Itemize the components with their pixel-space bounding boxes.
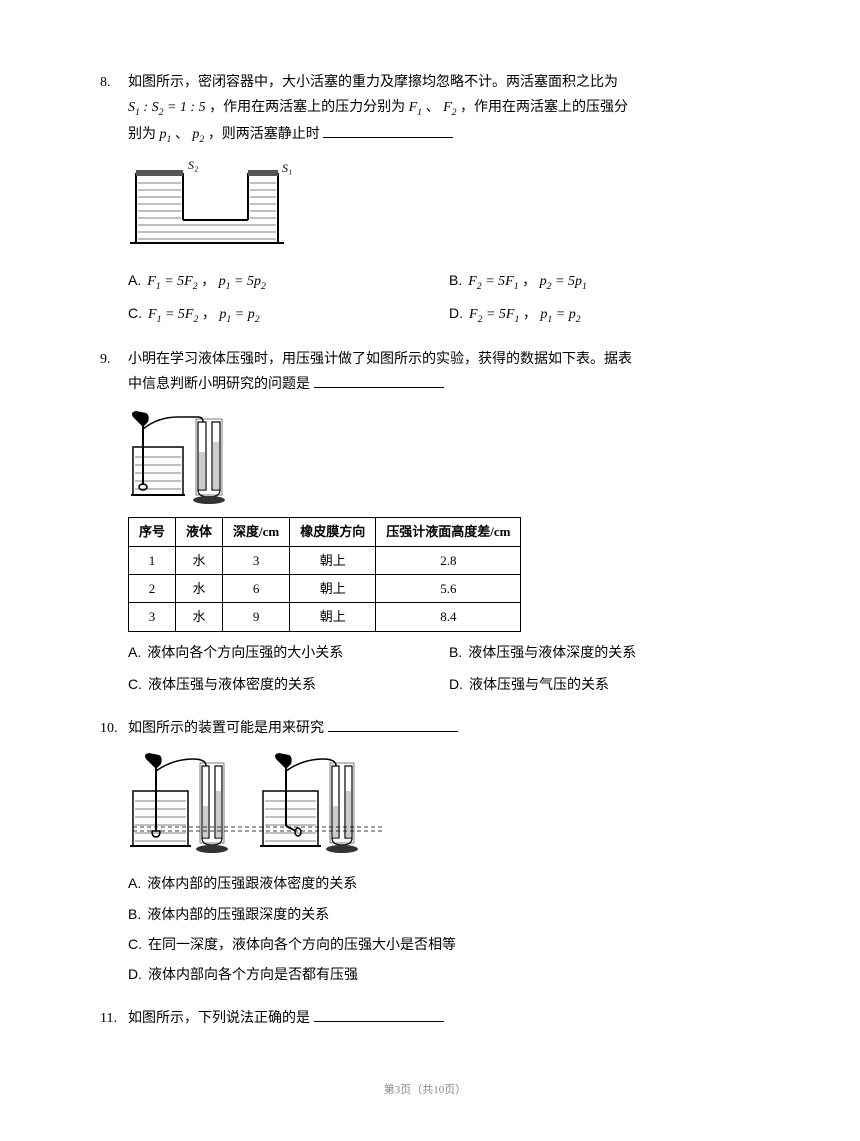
- question-10: 10. 如图所示的装置可能是用来研究: [100, 716, 750, 988]
- table-cell: 朝上: [290, 603, 376, 631]
- figure-q8: S₂ S₁: [128, 158, 750, 258]
- question-9: 9. 小明在学习液体压强时，用压强计做了如图所示的实验，获得的数据如下表。据表 …: [100, 347, 750, 698]
- question-text-line: 中信息判断小明研究的问题是: [128, 372, 750, 397]
- table-cell: 1: [129, 546, 176, 574]
- option-A[interactable]: A.F1 = 5F2 ， p1 = 5p2: [128, 268, 429, 295]
- table-header: 深度/cm: [223, 518, 290, 546]
- figure-q10: [128, 751, 750, 861]
- table-cell: 3: [223, 546, 290, 574]
- data-table-q9: 序号 液体 深度/cm 橡皮膜方向 压强计液面高度差/cm 1水3朝上2.82水…: [128, 517, 521, 632]
- table-cell: 8.4: [376, 603, 521, 631]
- table-row: 1水3朝上2.8: [129, 546, 521, 574]
- option-B[interactable]: B.F2 = 5F1 ， p2 = 5p1: [449, 268, 750, 295]
- question-text-line: 小明在学习液体压强时，用压强计做了如图所示的实验，获得的数据如下表。据表: [128, 347, 750, 372]
- option-A[interactable]: A.液体向各个方向压强的大小关系: [128, 640, 429, 666]
- table-cell: 水: [176, 603, 223, 631]
- question-text-line: 如图所示的装置可能是用来研究: [128, 716, 750, 741]
- table-cell: 朝上: [290, 546, 376, 574]
- table-cell: 2.8: [376, 546, 521, 574]
- table-header-row: 序号 液体 深度/cm 橡皮膜方向 压强计液面高度差/cm: [129, 518, 521, 546]
- question-number: 10.: [100, 716, 128, 741]
- option-D[interactable]: D.液体内部向各个方向是否都有压强: [128, 962, 750, 988]
- option-D[interactable]: D.液体压强与气压的关系: [449, 672, 750, 698]
- table-cell: 5.6: [376, 575, 521, 603]
- question-number: 9.: [100, 347, 128, 372]
- answer-blank[interactable]: [323, 124, 453, 138]
- option-C[interactable]: C.液体压强与液体密度的关系: [128, 672, 429, 698]
- table-header: 序号: [129, 518, 176, 546]
- answer-blank[interactable]: [314, 1008, 444, 1022]
- option-C[interactable]: C.在同一深度，液体向各个方向的压强大小是否相等: [128, 932, 750, 958]
- option-C[interactable]: C.F1 = 5F2 ， p1 = p2: [128, 301, 429, 328]
- table-cell: 3: [129, 603, 176, 631]
- options-q9: A.液体向各个方向压强的大小关系 B.液体压强与液体深度的关系 C.液体压强与液…: [128, 640, 750, 698]
- page-footer: 第3页（共10页）: [100, 1081, 750, 1101]
- options-q8: A.F1 = 5F2 ， p1 = 5p2 B.F2 = 5F1 ， p2 = …: [128, 268, 750, 329]
- question-text-line: 如图所示，下列说法正确的是: [128, 1006, 750, 1031]
- table-cell: 2: [129, 575, 176, 603]
- option-A[interactable]: A.液体内部的压强跟液体密度的关系: [128, 871, 750, 897]
- table-cell: 朝上: [290, 575, 376, 603]
- table-cell: 水: [176, 575, 223, 603]
- table-cell: 9: [223, 603, 290, 631]
- option-D[interactable]: D.F2 = 5F1 ， p1 = p2: [449, 301, 750, 328]
- table-row: 2水6朝上5.6: [129, 575, 521, 603]
- option-B[interactable]: B.液体内部的压强跟深度的关系: [128, 902, 750, 928]
- table-cell: 6: [223, 575, 290, 603]
- table-row: 3水9朝上8.4: [129, 603, 521, 631]
- answer-blank[interactable]: [328, 718, 458, 732]
- question-11: 11. 如图所示，下列说法正确的是: [100, 1006, 750, 1031]
- question-text-line: S1 : S2 = 1 : 5 ，作用在两活塞上的压力分别为 F1 、 F2 ，…: [128, 95, 750, 121]
- question-8: 8. 如图所示，密闭容器中，大小活塞的重力及摩擦均忽略不计。两活塞面积之比为 S…: [100, 70, 750, 329]
- figure-q9: [128, 407, 750, 507]
- question-text-line: 别为 p1 、 p2 ，则两活塞静止时: [128, 122, 750, 148]
- option-B[interactable]: B.液体压强与液体深度的关系: [449, 640, 750, 666]
- answer-blank[interactable]: [314, 374, 444, 388]
- table-header: 液体: [176, 518, 223, 546]
- question-number: 8.: [100, 70, 128, 95]
- label-S2: S₂: [188, 158, 198, 172]
- question-text-line: 如图所示，密闭容器中，大小活塞的重力及摩擦均忽略不计。两活塞面积之比为: [128, 70, 750, 95]
- table-header: 橡皮膜方向: [290, 518, 376, 546]
- label-S1: S₁: [282, 161, 292, 175]
- options-q10: A.液体内部的压强跟液体密度的关系 B.液体内部的压强跟深度的关系 C.在同一深…: [128, 871, 750, 988]
- table-header: 压强计液面高度差/cm: [376, 518, 521, 546]
- table-cell: 水: [176, 546, 223, 574]
- question-number: 11.: [100, 1006, 128, 1031]
